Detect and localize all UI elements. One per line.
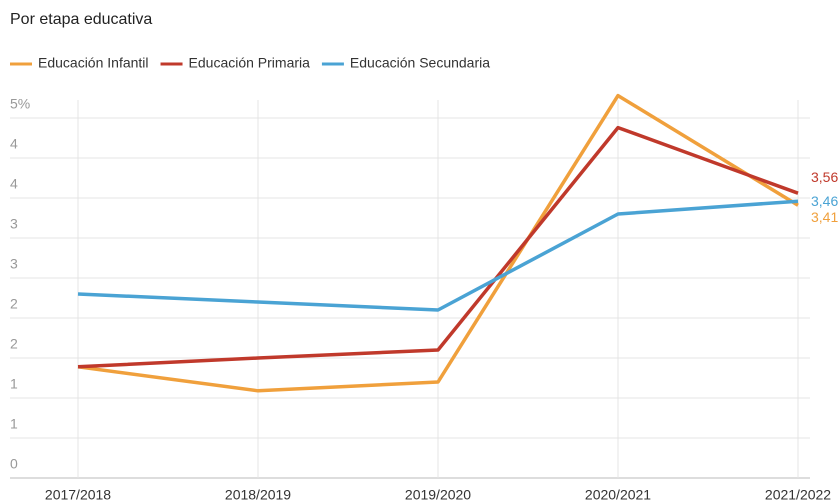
value-label: 3,46 [811, 193, 838, 209]
x-tick-label: 2017/2018 [45, 487, 111, 503]
series-line [77, 199, 799, 312]
x-tick-label: 2020/2021 [585, 487, 651, 503]
y-tick-label: 2 [10, 336, 18, 352]
chart-title: Por etapa educativa [10, 11, 152, 28]
y-tick-label: 2 [10, 296, 18, 312]
y-tick-label: 1 [10, 376, 18, 392]
y-tick-label: 1 [10, 416, 18, 432]
x-tick-label: 2018/2019 [225, 487, 291, 503]
y-tick-label: 5% [10, 96, 30, 112]
y-tick-label: 3 [10, 216, 18, 232]
y-tick-label: 4 [10, 136, 18, 152]
y-tick-label: 0 [10, 456, 18, 472]
y-tick-label: 4 [10, 176, 18, 192]
series-line [77, 125, 799, 369]
series-line [77, 93, 799, 393]
value-label: 3,56 [811, 169, 838, 185]
legend-label: Educación Primaria [189, 55, 311, 71]
value-label: 3,41 [811, 209, 838, 225]
x-tick-label: 2019/2020 [405, 487, 471, 503]
legend-label: Educación Secundaria [350, 55, 490, 71]
legend-label: Educación Infantil [38, 55, 149, 71]
y-tick-label: 3 [10, 256, 18, 272]
x-tick-label: 2021/2022 [765, 487, 831, 503]
